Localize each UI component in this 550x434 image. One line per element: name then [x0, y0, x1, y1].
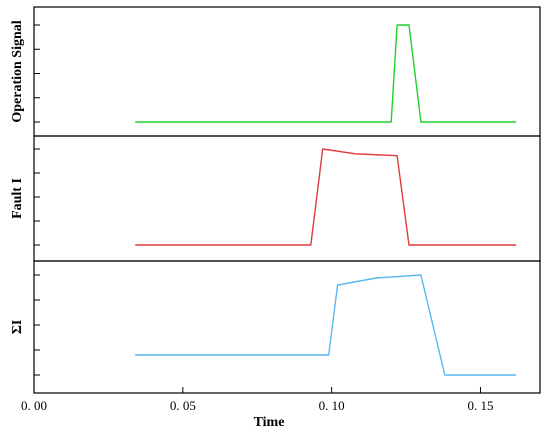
- x-tick-label: 0. 10: [319, 398, 345, 413]
- panel-frame: [33, 135, 541, 262]
- x-tick-label: 0. 00: [21, 398, 47, 413]
- x-tick-label: 0. 05: [170, 398, 196, 413]
- series-line: [135, 148, 517, 246]
- x-axis-label: Time: [254, 415, 285, 430]
- y-axis-label: Operation Signal: [10, 20, 25, 122]
- y-axis-label: Fault I: [10, 178, 25, 219]
- panel-1: Operation Signal: [10, 6, 541, 137]
- chart-panels: Operation Signal Fault I ΣI: [10, 6, 541, 394]
- series-line: [135, 274, 517, 376]
- panel-3: ΣI: [10, 260, 541, 394]
- panel-frame: [33, 260, 541, 394]
- series-line: [135, 24, 517, 123]
- x-axis: 0. 00 0. 05 0. 10 0. 15: [21, 387, 493, 413]
- y-axis-label: ΣI: [10, 320, 25, 335]
- panel-2: Fault I: [10, 135, 541, 262]
- x-tick-label: 0. 15: [467, 398, 493, 413]
- panel-frame: [33, 6, 541, 137]
